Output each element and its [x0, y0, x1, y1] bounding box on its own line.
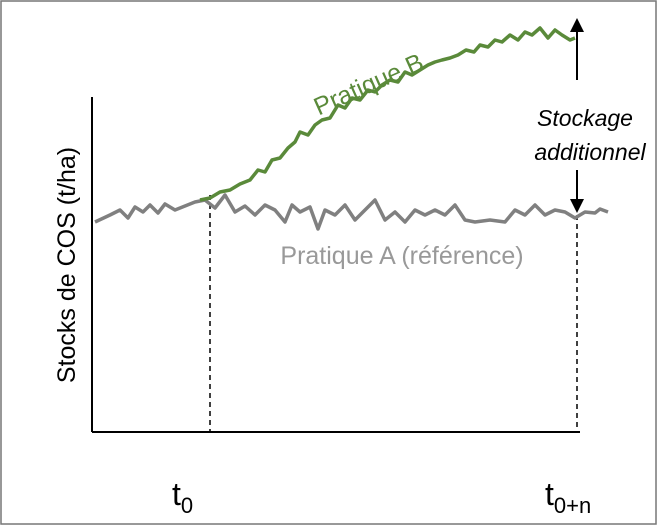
- x-label: t0+n: [545, 476, 591, 518]
- curve-a-label: Pratique A (référence): [280, 242, 523, 270]
- arrow-head-up: [570, 18, 584, 32]
- annotation-line: Stockage: [537, 105, 633, 131]
- curve-b: [199, 26, 576, 202]
- x-label: t0: [172, 476, 193, 518]
- y-axis-label: Stocks de COS (t/ha): [53, 147, 81, 383]
- arrow-head-down: [570, 199, 584, 213]
- annotation-line: additionnel: [534, 139, 646, 165]
- x-label-sub: 0: [181, 493, 193, 518]
- x-label-sub: 0+n: [554, 493, 591, 518]
- x-label-main: t: [545, 476, 554, 512]
- curve-a: [94, 193, 609, 231]
- x-label-main: t: [172, 476, 181, 512]
